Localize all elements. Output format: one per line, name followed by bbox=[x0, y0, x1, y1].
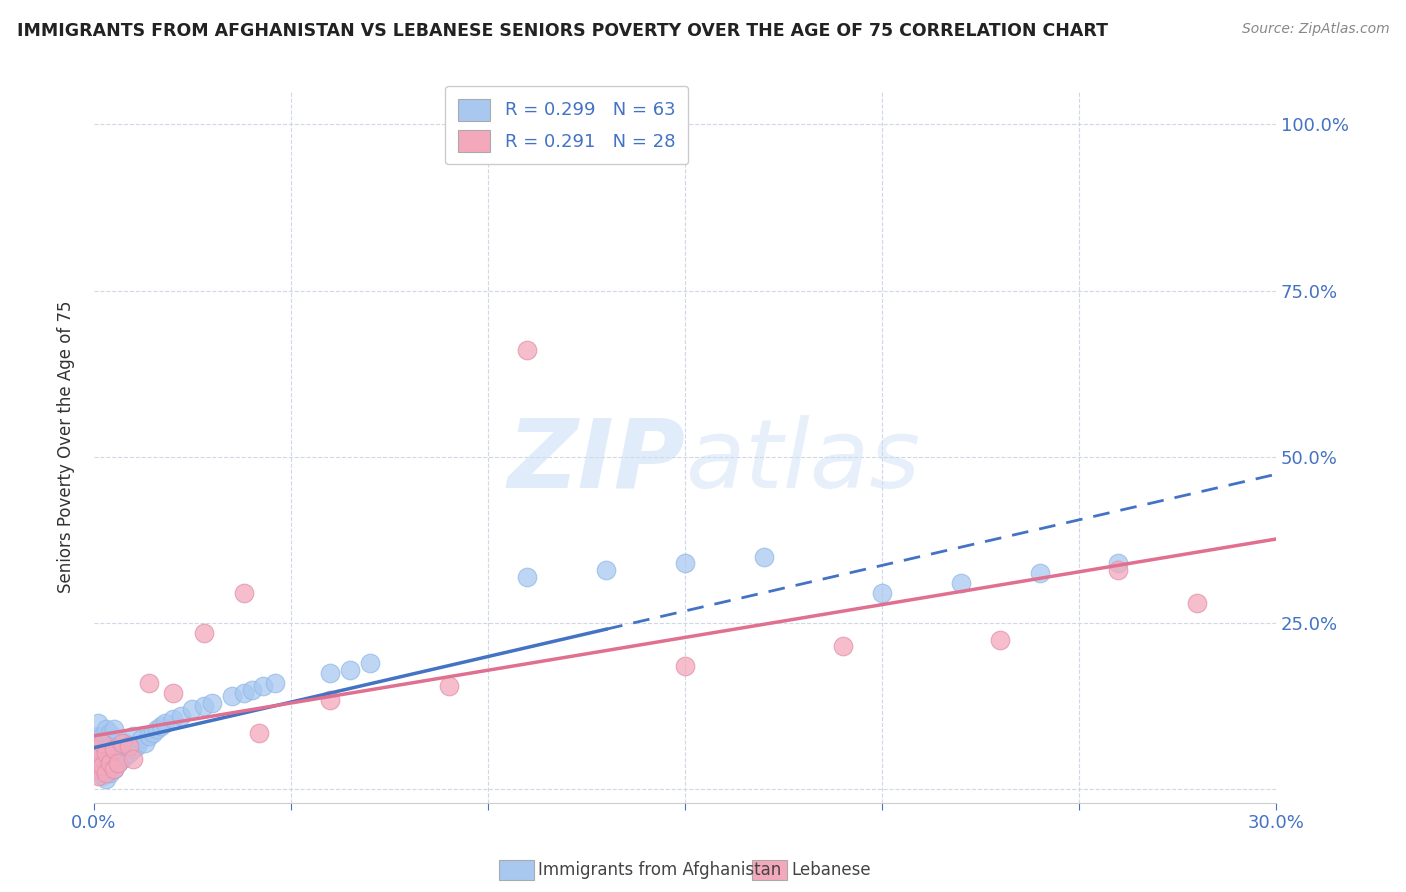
Point bbox=[129, 732, 152, 747]
Point bbox=[90, 756, 112, 770]
Point bbox=[1185, 596, 1208, 610]
Point bbox=[1028, 566, 1050, 581]
Point bbox=[87, 759, 110, 773]
Point bbox=[162, 713, 184, 727]
Point bbox=[98, 752, 121, 766]
Point bbox=[98, 725, 121, 739]
Point bbox=[122, 752, 145, 766]
Point bbox=[87, 729, 110, 743]
Point bbox=[90, 736, 112, 750]
Point bbox=[949, 576, 972, 591]
Point bbox=[193, 626, 215, 640]
Point bbox=[114, 736, 136, 750]
Point bbox=[90, 729, 112, 743]
Point bbox=[94, 772, 117, 787]
Point bbox=[107, 756, 129, 770]
Point bbox=[94, 756, 117, 770]
Point bbox=[103, 742, 125, 756]
Point bbox=[83, 742, 105, 756]
Point bbox=[138, 676, 160, 690]
Point bbox=[240, 682, 263, 697]
Point bbox=[90, 759, 112, 773]
Point bbox=[232, 686, 254, 700]
Point bbox=[87, 749, 110, 764]
Point bbox=[201, 696, 224, 710]
Point bbox=[94, 736, 117, 750]
Legend: R = 0.299   N = 63, R = 0.291   N = 28: R = 0.299 N = 63, R = 0.291 N = 28 bbox=[446, 86, 688, 164]
Point bbox=[153, 715, 176, 730]
Point bbox=[98, 765, 121, 780]
Point bbox=[107, 756, 129, 770]
Point bbox=[90, 762, 112, 776]
Point bbox=[103, 762, 125, 776]
Point bbox=[673, 556, 696, 570]
Point bbox=[149, 719, 172, 733]
Point bbox=[110, 736, 132, 750]
Point bbox=[516, 343, 538, 358]
Point bbox=[87, 715, 110, 730]
Point bbox=[232, 586, 254, 600]
Point bbox=[138, 729, 160, 743]
Point bbox=[169, 709, 191, 723]
Text: ZIP: ZIP bbox=[508, 415, 685, 508]
Point bbox=[142, 725, 165, 739]
Point bbox=[87, 769, 110, 783]
Point bbox=[94, 746, 117, 760]
Point bbox=[107, 742, 129, 756]
Point bbox=[249, 725, 271, 739]
Point bbox=[98, 739, 121, 753]
Point bbox=[127, 739, 149, 753]
Point bbox=[319, 665, 342, 680]
Point bbox=[437, 679, 460, 693]
Point bbox=[221, 689, 243, 703]
Text: atlas: atlas bbox=[685, 415, 920, 508]
Point bbox=[516, 569, 538, 583]
Point bbox=[1107, 556, 1129, 570]
Point bbox=[122, 729, 145, 743]
Point bbox=[94, 762, 117, 776]
Point bbox=[118, 739, 141, 753]
Point bbox=[103, 736, 125, 750]
Point bbox=[1107, 563, 1129, 577]
Point bbox=[94, 765, 117, 780]
Point bbox=[94, 723, 117, 737]
Point bbox=[87, 746, 110, 760]
Point bbox=[90, 742, 112, 756]
Point bbox=[870, 586, 893, 600]
Point bbox=[114, 749, 136, 764]
Point bbox=[122, 742, 145, 756]
Point bbox=[595, 563, 617, 577]
Point bbox=[146, 723, 169, 737]
Point bbox=[83, 762, 105, 776]
Point bbox=[339, 663, 361, 677]
Point bbox=[359, 656, 381, 670]
Point bbox=[110, 752, 132, 766]
Point bbox=[988, 632, 1011, 647]
Point bbox=[103, 723, 125, 737]
Point bbox=[118, 746, 141, 760]
Text: IMMIGRANTS FROM AFGHANISTAN VS LEBANESE SENIORS POVERTY OVER THE AGE OF 75 CORRE: IMMIGRANTS FROM AFGHANISTAN VS LEBANESE … bbox=[17, 22, 1108, 40]
Point bbox=[94, 749, 117, 764]
Point bbox=[752, 549, 775, 564]
Point bbox=[103, 762, 125, 776]
Point bbox=[90, 769, 112, 783]
Y-axis label: Seniors Poverty Over the Age of 75: Seniors Poverty Over the Age of 75 bbox=[58, 301, 75, 593]
Point bbox=[193, 699, 215, 714]
Point bbox=[252, 679, 274, 693]
Point bbox=[134, 736, 156, 750]
Point bbox=[264, 676, 287, 690]
Point bbox=[98, 756, 121, 770]
Text: Immigrants from Afghanistan: Immigrants from Afghanistan bbox=[538, 861, 782, 879]
Point bbox=[673, 659, 696, 673]
Point bbox=[83, 756, 105, 770]
Point bbox=[103, 749, 125, 764]
Point bbox=[181, 702, 204, 716]
Point bbox=[162, 686, 184, 700]
Point bbox=[319, 692, 342, 706]
Point bbox=[831, 640, 853, 654]
Point bbox=[110, 739, 132, 753]
Text: Lebanese: Lebanese bbox=[792, 861, 872, 879]
Text: Source: ZipAtlas.com: Source: ZipAtlas.com bbox=[1241, 22, 1389, 37]
Point bbox=[83, 742, 105, 756]
